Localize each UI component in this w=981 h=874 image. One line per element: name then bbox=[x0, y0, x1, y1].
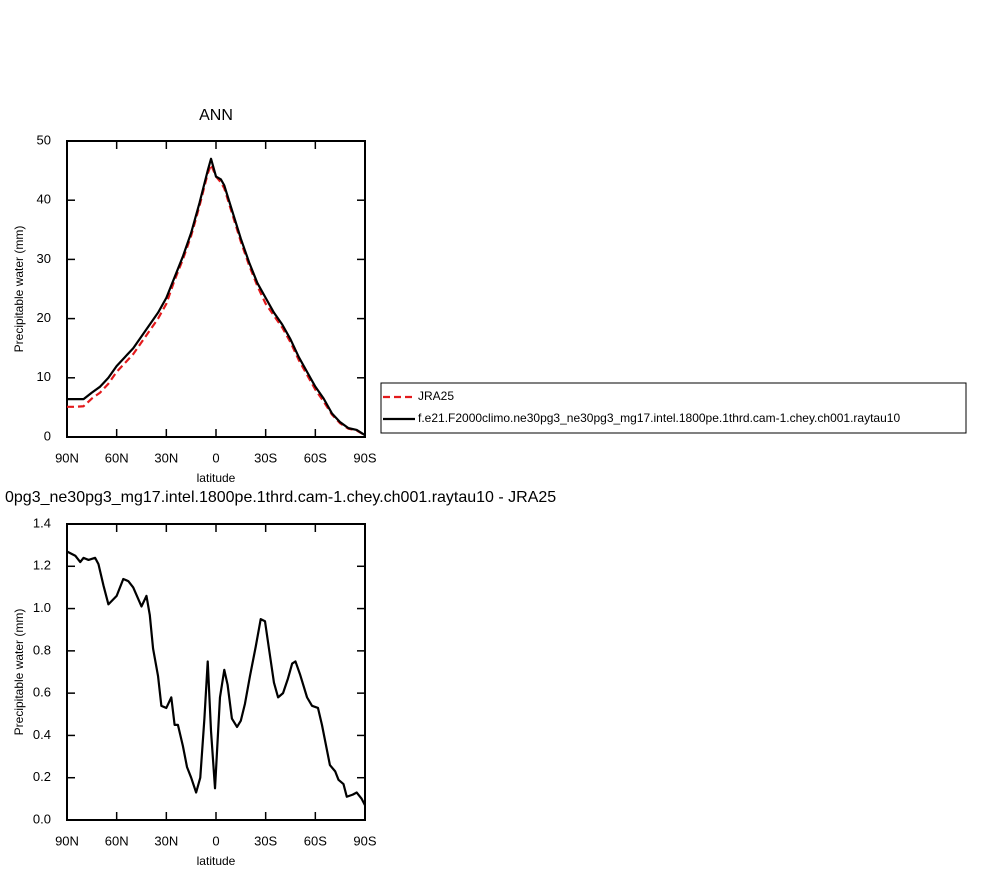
x-tick-label: 30N bbox=[154, 450, 178, 465]
y-tick-label: 1.4 bbox=[33, 515, 51, 530]
y-tick-label: 0.4 bbox=[33, 727, 51, 742]
x-tick-label: 60S bbox=[304, 450, 327, 465]
y-tick-label: 20 bbox=[37, 310, 51, 325]
legend-label: f.e21.F2000climo.ne30pg3_ne30pg3_mg17.in… bbox=[418, 411, 900, 425]
y-tick-label: 1.0 bbox=[33, 600, 51, 615]
x-tick-label: 90S bbox=[353, 833, 376, 848]
y-tick-label: 0.8 bbox=[33, 642, 51, 657]
y-tick-label: 0 bbox=[44, 428, 51, 443]
x-tick-label: 90N bbox=[55, 450, 79, 465]
x-axis-label: latitude bbox=[197, 471, 236, 485]
chart-title: 0pg3_ne30pg3_mg17.intel.1800pe.1thrd.cam… bbox=[5, 489, 556, 506]
y-tick-label: 1.2 bbox=[33, 558, 51, 573]
x-tick-label: 30S bbox=[254, 450, 277, 465]
x-tick-label: 60S bbox=[304, 833, 327, 848]
x-tick-label: 0 bbox=[212, 833, 219, 848]
x-tick-label: 60N bbox=[105, 833, 129, 848]
y-tick-label: 50 bbox=[37, 132, 51, 147]
y-tick-label: 0.6 bbox=[33, 685, 51, 700]
legend-label: JRA25 bbox=[418, 389, 454, 403]
chart-title: ANN bbox=[199, 107, 233, 124]
x-axis-label: latitude bbox=[197, 854, 236, 868]
y-axis-label: Precipitable water (mm) bbox=[12, 226, 26, 353]
y-tick-label: 0.0 bbox=[33, 811, 51, 826]
x-tick-label: 90N bbox=[55, 833, 79, 848]
x-tick-label: 30S bbox=[254, 833, 277, 848]
legend-box bbox=[380, 382, 967, 434]
x-tick-label: 90S bbox=[353, 450, 376, 465]
y-tick-label: 0.2 bbox=[33, 769, 51, 784]
data-line bbox=[66, 550, 366, 806]
y-axis-label: Precipitable water (mm) bbox=[12, 609, 26, 736]
data-line bbox=[67, 157, 366, 437]
x-tick-label: 30N bbox=[154, 833, 178, 848]
x-tick-label: 60N bbox=[105, 450, 129, 465]
x-tick-label: 0 bbox=[212, 450, 219, 465]
y-tick-label: 30 bbox=[37, 251, 51, 266]
y-tick-label: 10 bbox=[37, 369, 51, 384]
y-tick-label: 40 bbox=[37, 192, 51, 207]
